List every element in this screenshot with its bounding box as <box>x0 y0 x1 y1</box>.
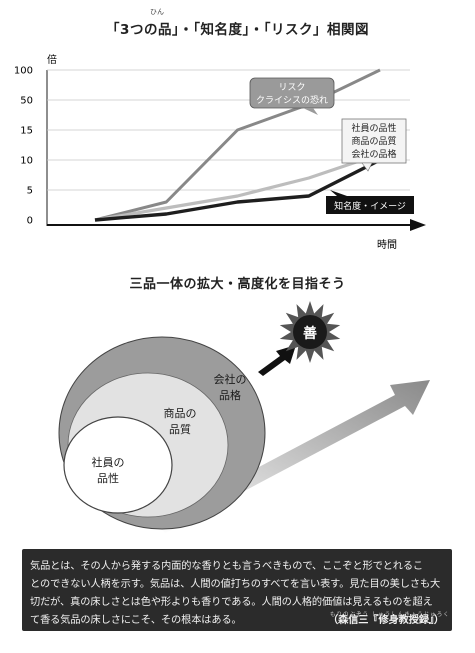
quote-line-1: 気品とは、その人から発する内面的な香りとも言うべきもので、ここぞと形でとれるこ <box>30 561 424 572</box>
fame-callout-pointer <box>330 190 347 196</box>
three-quality-diagram: 会社の 品格 商品の 品質 社員の 品性 善 <box>58 301 430 533</box>
quote-box <box>22 549 452 631</box>
y-tick-label: 50 <box>20 96 33 107</box>
y-axis-label: 倍 <box>47 53 57 66</box>
quality-label-3: 会社の品格 <box>351 148 396 160</box>
quote-source: （森信三『修身教授録』） <box>328 615 444 626</box>
sun-label: 善 <box>303 325 317 342</box>
sun-core <box>293 315 327 349</box>
y-tick-label: 100 <box>14 66 33 77</box>
chart-title-ruby: ひん <box>150 8 164 16</box>
y-tick-label: 0 <box>27 216 33 227</box>
risk-callout-pointer <box>303 108 318 115</box>
quality-callout-pointer <box>361 162 373 172</box>
quality-callout-box <box>341 118 407 164</box>
x-axis-arrow <box>410 219 426 231</box>
risk-callout-box <box>249 77 335 109</box>
quote-line-2: とのできない人柄を示す。気品は、人間の値打ちのすべてを言い表す。見た目の美しさも… <box>30 579 441 590</box>
inner-label-1: 社員の <box>92 455 125 469</box>
middle-label-1: 商品の <box>164 406 197 420</box>
series-line-3 <box>94 158 381 222</box>
employee-character-ellipse <box>63 416 173 514</box>
quote-text: 気品とは、その人から発する内面的な香りとも言うべきもので、ここぞと形でとれるこ … <box>30 558 444 630</box>
y-tick-label: 5 <box>27 186 33 197</box>
risk-label-1: リスク <box>278 82 305 93</box>
quote-line-4: て香る気品の床しさにこそ、その根本はある。 （森信三『修身教授録』） <box>30 612 444 630</box>
inner-label-2: 品性 <box>97 471 119 485</box>
fame-callout: 知名度・イメージ <box>326 190 414 214</box>
arrow-to-good <box>258 345 296 376</box>
fame-label: 知名度・イメージ <box>334 200 406 212</box>
quote-line-4-text: て香る気品の床しさにこそ、その根本はある。 <box>30 615 242 626</box>
quality-label-2: 商品の品質 <box>351 135 396 147</box>
y-tick-label: 15 <box>20 126 33 137</box>
outer-label-1: 会社の <box>214 372 247 386</box>
quality-callout: 社員の品性 商品の品質 会社の品格 <box>341 118 407 172</box>
risk-label-2: クライシスの恐れ <box>256 95 328 106</box>
x-axis-label: 時間 <box>377 239 397 251</box>
diagram-title: 三品一体の拡大・高度化を目指そう <box>129 277 346 292</box>
outer-label-2: 品格 <box>219 388 241 402</box>
series-line-2 <box>94 152 381 222</box>
quote-line-3: 切だが、真の床しさとは色や形よりも香りである。人間の人格的価値は見えるものを超え <box>30 597 433 608</box>
fame-callout-box <box>326 196 414 214</box>
risk-callout: リスク クライシスの恐れ <box>249 77 335 115</box>
sun-good-icon: 善 <box>279 301 341 363</box>
y-tick-label: 10 <box>20 156 33 167</box>
quality-label-1: 社員の品性 <box>351 122 396 134</box>
chart-title: 「3つの品」・「知名度」・「リスク」相関図 <box>106 22 369 38</box>
middle-label-2: 品質 <box>169 422 191 436</box>
quote-source-ruby: もりのぶぞう しゅうしんきょうじゅろく <box>330 612 450 618</box>
